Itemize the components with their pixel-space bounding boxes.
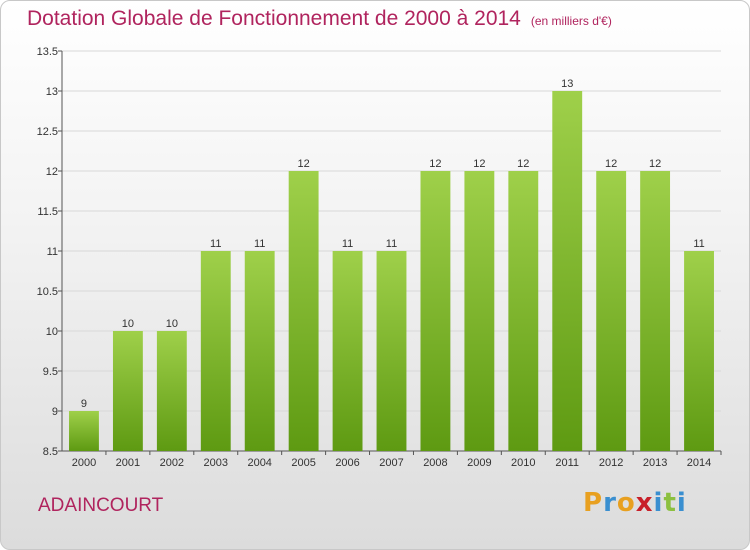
bar-2008 bbox=[420, 171, 451, 451]
bar-2005 bbox=[288, 171, 319, 451]
y-tick-label: 12 bbox=[46, 166, 58, 178]
y-tick-label: 10.5 bbox=[37, 286, 58, 298]
x-tick-label-2003: 2003 bbox=[204, 457, 228, 469]
chart-unit-note: (en milliers d'€) bbox=[530, 14, 612, 28]
y-tick-label: 10 bbox=[46, 326, 58, 338]
bar-2007 bbox=[376, 251, 407, 451]
data-labels: 9 10 10 11 11 12 11 11 12 12 12 13 12 12 11 bbox=[81, 78, 705, 410]
commune-name: ADAINCOURT bbox=[38, 495, 164, 516]
chart-title-block: Dotation Globale de Fonctionnement de 20… bbox=[27, 7, 612, 31]
bar-2011 bbox=[552, 91, 583, 451]
data-label-2010: 12 bbox=[517, 158, 529, 170]
data-label-2002: 10 bbox=[166, 318, 178, 330]
bar-2000 bbox=[69, 411, 99, 451]
x-tick-label-2009: 2009 bbox=[467, 457, 491, 469]
x-tick-label-2004: 2004 bbox=[247, 457, 271, 469]
logo-letter: t bbox=[663, 488, 677, 518]
x-tick-label-2010: 2010 bbox=[511, 457, 535, 469]
bar-2003 bbox=[200, 251, 231, 451]
x-tick-label-2002: 2002 bbox=[160, 457, 184, 469]
data-label-2014: 11 bbox=[693, 238, 704, 250]
data-label-2005: 12 bbox=[298, 158, 310, 170]
logo-letter: o bbox=[616, 488, 636, 518]
x-tick-label-2006: 2006 bbox=[335, 457, 359, 469]
data-label-2000: 9 bbox=[81, 398, 87, 410]
y-tick-label: 13 bbox=[46, 86, 58, 98]
y-tick-label: 11.5 bbox=[37, 206, 58, 218]
data-label-2007: 11 bbox=[386, 238, 397, 250]
x-tick-label-2000: 2000 bbox=[72, 457, 96, 469]
y-tick-labels: 8.5 9 9.5 10 10.5 11 11.5 12 12.5 13 13.5 bbox=[37, 46, 58, 458]
data-label-2003: 11 bbox=[210, 238, 221, 250]
logo-letter: i bbox=[653, 488, 664, 518]
y-tick-label: 9 bbox=[52, 406, 58, 418]
y-tick-label: 8.5 bbox=[43, 446, 58, 458]
bar-2014 bbox=[684, 251, 714, 451]
bars bbox=[69, 91, 714, 451]
bar-2012 bbox=[596, 171, 627, 451]
x-tick-label-2013: 2013 bbox=[643, 457, 667, 469]
bar-2010 bbox=[508, 171, 539, 451]
chart-title: Dotation Globale de Fonctionnement de 20… bbox=[27, 7, 521, 30]
x-tick-label-2008: 2008 bbox=[423, 457, 447, 469]
x-tick-label-2011: 2011 bbox=[555, 457, 579, 469]
bar-2001 bbox=[112, 331, 143, 451]
x-tick-label-2001: 2001 bbox=[116, 457, 140, 469]
data-label-2011: 13 bbox=[561, 78, 573, 90]
bar-2013 bbox=[640, 171, 671, 451]
y-tick-label: 12.5 bbox=[37, 126, 58, 138]
bar-2002 bbox=[156, 331, 187, 451]
data-label-2006: 11 bbox=[342, 238, 353, 250]
proxiti-logo: Proxiti bbox=[583, 488, 687, 518]
data-label-2009: 12 bbox=[473, 158, 485, 170]
logo-letter: r bbox=[603, 488, 617, 518]
data-label-2008: 12 bbox=[429, 158, 441, 170]
bar-2009 bbox=[464, 171, 495, 451]
data-label-2004: 11 bbox=[254, 238, 265, 250]
y-tick-label: 9.5 bbox=[43, 366, 58, 378]
logo-letter: x bbox=[635, 488, 654, 518]
x-tick-label-2007: 2007 bbox=[379, 457, 403, 469]
logo-letter: P bbox=[583, 488, 604, 518]
x-tick-labels: 2000 2001 2002 2003 2004 2005 2006 2007 2008 2009… bbox=[72, 457, 712, 469]
data-label-2012: 12 bbox=[605, 158, 617, 170]
y-tick-label: 11 bbox=[47, 246, 58, 258]
x-tick-label-2012: 2012 bbox=[599, 457, 623, 469]
data-label-2001: 10 bbox=[122, 318, 134, 330]
data-label-2013: 12 bbox=[649, 158, 661, 170]
bar-2006 bbox=[332, 251, 363, 451]
logo-letter: i bbox=[676, 488, 687, 518]
x-tick-label-2005: 2005 bbox=[291, 457, 315, 469]
y-tick-label: 13.5 bbox=[37, 46, 58, 58]
x-tick-label-2014: 2014 bbox=[687, 457, 711, 469]
bar-2004 bbox=[244, 251, 275, 451]
